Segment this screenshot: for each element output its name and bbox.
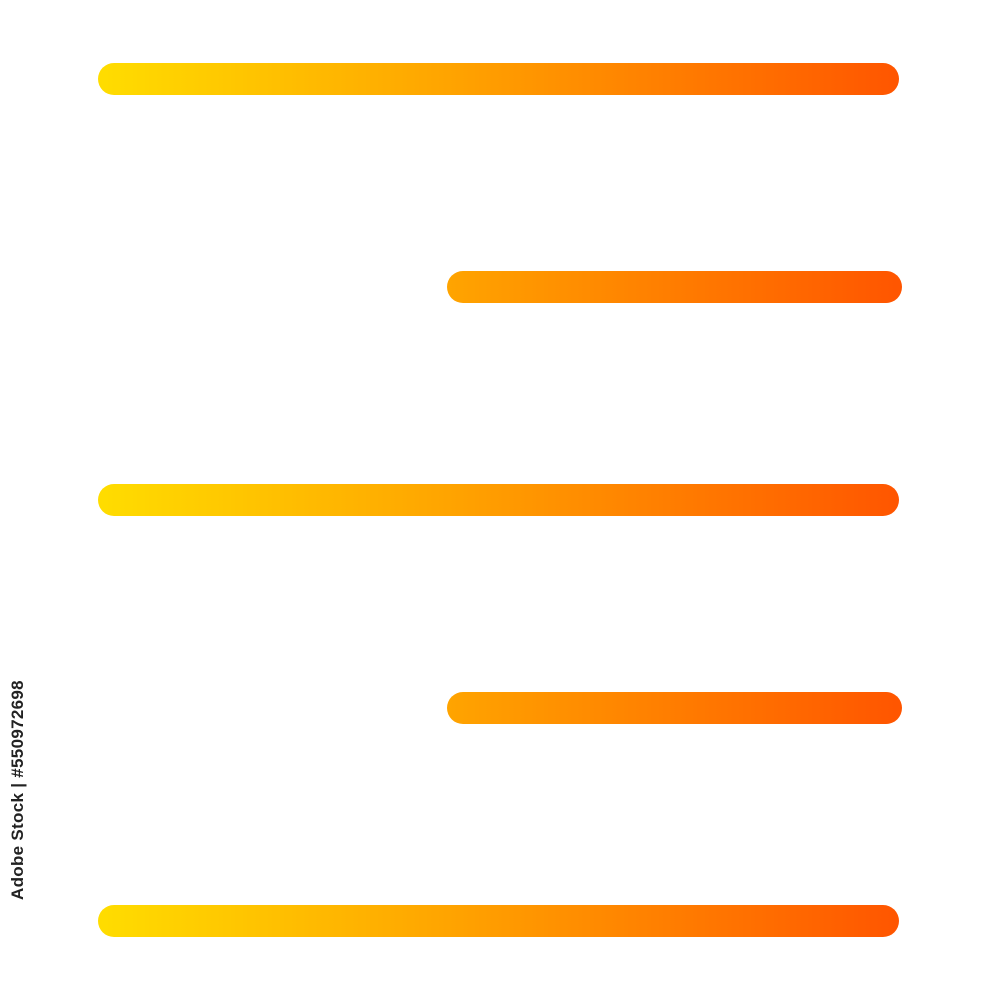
align-line-full <box>98 63 899 95</box>
align-line-full <box>98 905 899 937</box>
align-line-short <box>447 692 902 724</box>
watermark-text: Adobe Stock | #550972698 <box>8 680 27 900</box>
align-line-full <box>98 484 899 516</box>
align-line-short <box>447 271 902 303</box>
